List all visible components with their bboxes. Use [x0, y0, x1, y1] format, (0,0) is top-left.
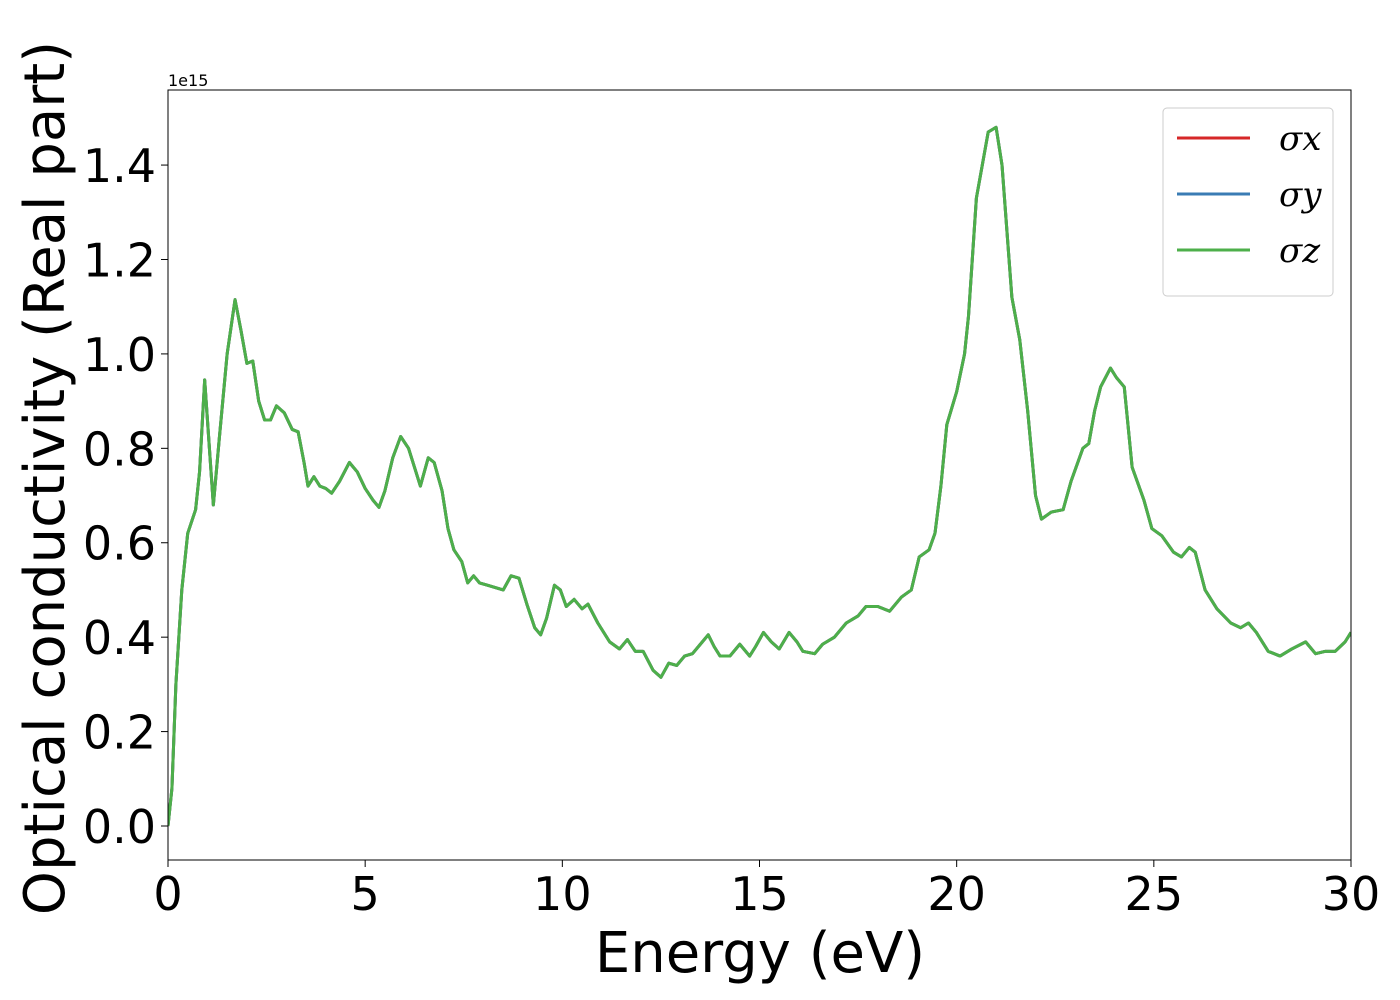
x-tick-label: 20	[927, 867, 986, 921]
y-tick-label: 0.4	[83, 611, 156, 665]
x-tick-label: 10	[533, 867, 592, 921]
x-tick-label: 25	[1125, 867, 1184, 921]
data-line	[168, 125, 1351, 827]
y-tick-label: 0.2	[83, 706, 156, 760]
y-tick-label: 0.0	[83, 800, 156, 854]
x-tick-label: 15	[730, 867, 789, 921]
legend-label: σx	[1279, 119, 1321, 159]
x-axis-label: Energy (eV)	[595, 921, 925, 986]
x-tick-label: 0	[153, 867, 182, 921]
y-axis-label: Optical conductivity (Real part)	[13, 41, 78, 915]
y-tick-label: 1.4	[83, 139, 156, 193]
y-tick-label: 0.6	[83, 517, 156, 571]
legend-label: σy	[1279, 175, 1322, 215]
legend-label: σz	[1279, 231, 1321, 271]
y-tick-label: 0.8	[83, 422, 156, 476]
plot-frame	[167, 89, 1352, 861]
y-offset-text: 1e15	[168, 71, 208, 90]
y-tick-label: 1.2	[83, 233, 156, 287]
x-tick-label: 5	[351, 867, 380, 921]
x-tick-label: 30	[1322, 867, 1381, 921]
y-tick-label: 1.0	[83, 328, 156, 382]
